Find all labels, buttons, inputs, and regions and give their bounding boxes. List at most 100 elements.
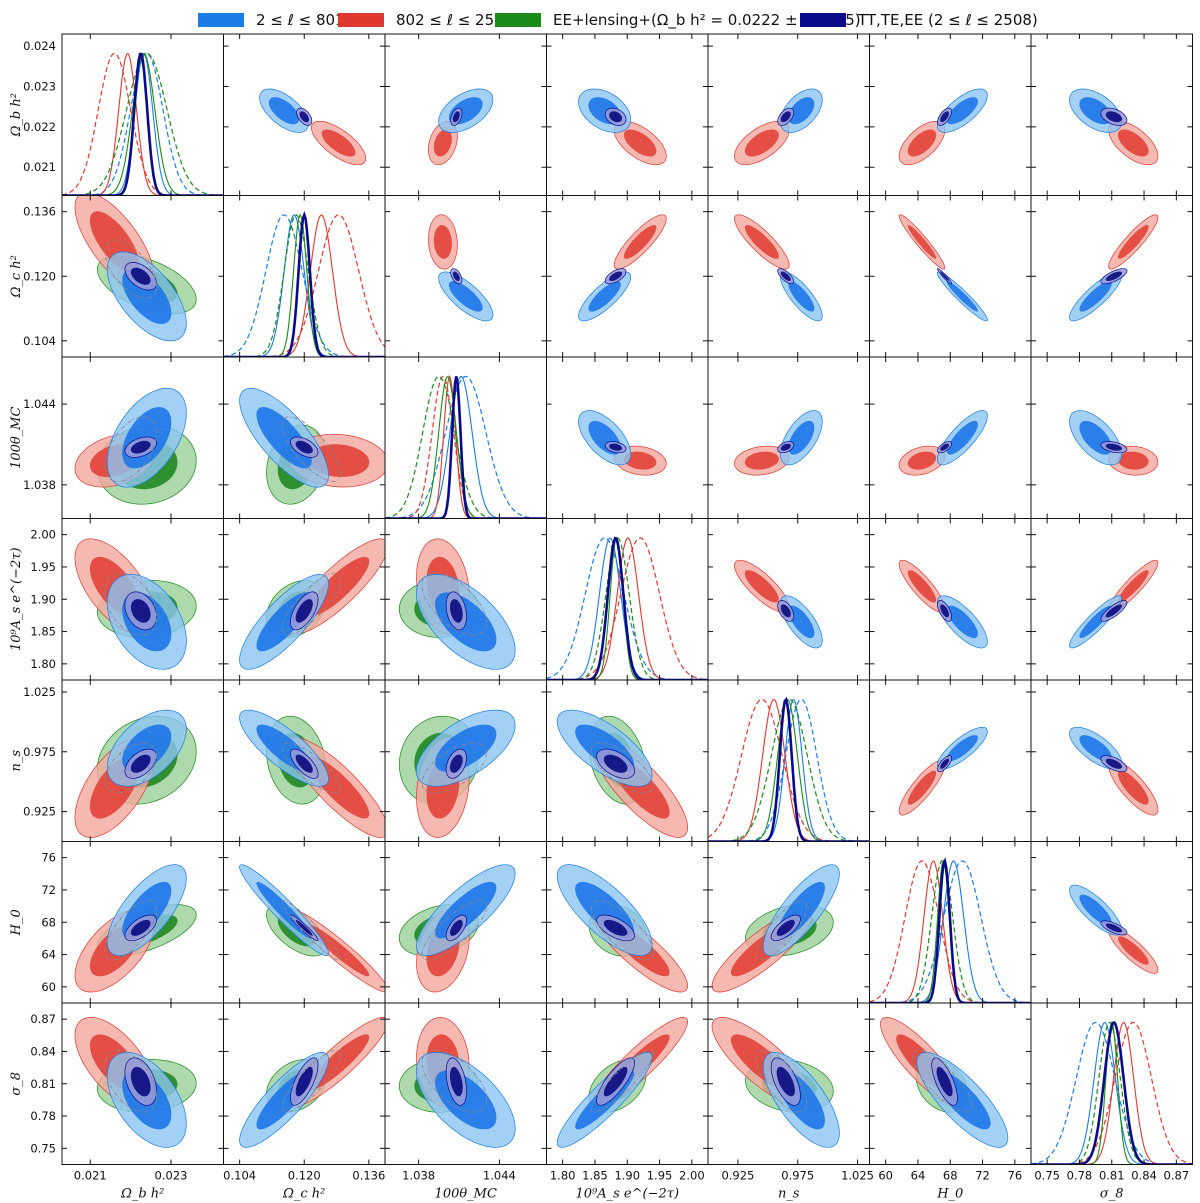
y-axis-title: H_0 [9,909,24,936]
contour-68-series-1 [907,770,937,805]
guide-contour [281,572,341,636]
y-tick-label: 0.136 [23,205,56,219]
panel-omegabh2-vs-ns [734,88,823,166]
marginal-curve-solid-series-1 [385,374,547,519]
contour-68-series-3 [940,443,949,451]
contour-68-series-3 [1105,758,1122,769]
guide-contour [104,239,157,299]
marginal-panel-theta [385,374,547,519]
x-tick-label: 1.044 [483,1169,516,1183]
contour-68-series-3 [940,604,949,618]
panel-omegach2-vs-sigma8 [1069,214,1159,322]
guide-contour [590,742,654,794]
marginal-curve-solid-series-2 [1031,1020,1193,1165]
y-tick-label: 0.023 [23,79,56,93]
contour-68-series-3 [1105,443,1122,451]
contour-68-series-3 [609,271,623,281]
y-tick-label: 64 [41,948,56,962]
guide-contour [104,416,157,482]
contour-68-series-1 [307,924,370,977]
panel-theta-vs-sigma8 [1069,410,1159,476]
panel-sigma8-vs-ns [711,1017,840,1148]
marginal-curve-solid-series-2 [62,52,224,196]
contour-68-series-3 [940,758,949,769]
panel-Ase-vs-ns [734,559,823,649]
panel-ns-vs-omegach2 [239,709,385,838]
x-tick-label: 1.038 [402,1169,435,1183]
marginal-panel-H0 [869,857,1031,1003]
contour-68-series-1 [624,451,657,470]
panel-omegach2-vs-omegabh2 [74,195,197,342]
marginal-panel-sigma8 [1031,1020,1193,1165]
panel-sigma8-vs-omegabh2 [74,1017,197,1148]
x-tick-label: 0.925 [721,1169,754,1183]
contour-68-series-0 [588,281,621,312]
y-tick-label: 0.024 [23,39,56,53]
y-tick-label: 1.95 [30,560,56,574]
marginal-curve-series-0 [62,52,224,196]
panel-ns-vs-theta [398,709,516,838]
contour-68-series-3 [1105,111,1122,123]
marginal-curve-series-3 [62,52,224,196]
contour-68-series-3 [1105,604,1122,618]
x-tick-label: 1.90 [614,1169,640,1183]
panel-theta-vs-omegabh2 [74,387,197,505]
panel-ns-vs-sigma8 [1069,726,1159,816]
legend-label: EE+lensing+(Ω_b h² = 0.0222 ± 0.0005) [553,11,861,29]
panel-theta-vs-ns [734,410,823,476]
x-axis-title: 100θ_MC [435,1187,497,1202]
contour-68-series-3 [130,599,151,623]
contour-68-series-0 [448,281,483,312]
contour-68-series-1 [907,570,937,603]
x-axis-title: σ_8 [1100,1187,1124,1202]
x-tick-label: 1.85 [582,1169,608,1183]
y-tick-label: 0.120 [23,269,56,283]
marginal-curve-solid-series-2 [708,698,870,842]
contour-68-series-3 [603,919,628,936]
y-tick-label: 1.80 [30,657,56,671]
contour-68-series-3 [609,111,623,123]
contour-68-series-1 [624,129,657,157]
guide-contour [104,742,157,794]
panel-H0-vs-theta [398,864,516,993]
panel-H0-vs-ns [711,864,840,993]
legend-swatch-ee-lensing [495,13,541,27]
panel-Ase-vs-theta [398,538,516,670]
contour-68-series-3 [936,1066,953,1097]
contour-68-series-3 [295,440,313,454]
contour-68-series-0 [946,735,978,762]
contour-68-series-0 [788,605,815,639]
legend-swatch-low-ell [198,13,244,27]
panel-theta-vs-H0 [898,410,988,476]
contour-68-series-0 [1079,281,1112,312]
marginal-curve-series-3 [869,857,1031,1003]
contour-68-series-0 [268,97,300,125]
panel-Ase-vs-sigma8 [1069,559,1159,649]
y-tick-label: 1.90 [30,592,56,606]
x-tick-label: 0.021 [74,1169,107,1183]
contour-68-series-3 [776,919,795,936]
marginal-curve-series-0 [385,375,547,519]
y-axis-title: 10⁹A_s e^(−2τ) [9,547,24,651]
marginal-curve-solid-series-0 [62,52,224,196]
panel-Ase-vs-H0 [898,559,988,649]
panel-sigma8-vs-Ase [556,1017,689,1148]
panel-frame [869,195,1032,358]
panel-sigma8-vs-H0 [880,1017,1009,1148]
legend-swatch-high-ell [338,13,384,27]
contour-68-series-3 [450,754,463,773]
legend-item-tt-te-ee: TT,TE,EE (2 ≤ ℓ ≤ 2508) [800,9,1038,31]
contour-68-series-3 [450,599,463,623]
contour-68-series-1 [907,225,937,259]
marginal-curve-solid-series-0 [223,214,385,357]
y-tick-label: 0.75 [30,1141,56,1155]
contour-68-series-3 [780,271,791,281]
legend-label: 802 ≤ ℓ ≤ 2508 [396,11,514,29]
y-tick-label: 76 [41,851,56,865]
marginal-curve-series-0 [708,698,870,842]
y-tick-label: 1.038 [23,478,56,492]
contour-68-series-1 [321,129,356,157]
panel-omegach2-vs-theta [428,214,494,322]
marginal-curve-solid-series-0 [869,860,1031,1003]
x-axis-title: Ω_b h² [120,1187,164,1202]
